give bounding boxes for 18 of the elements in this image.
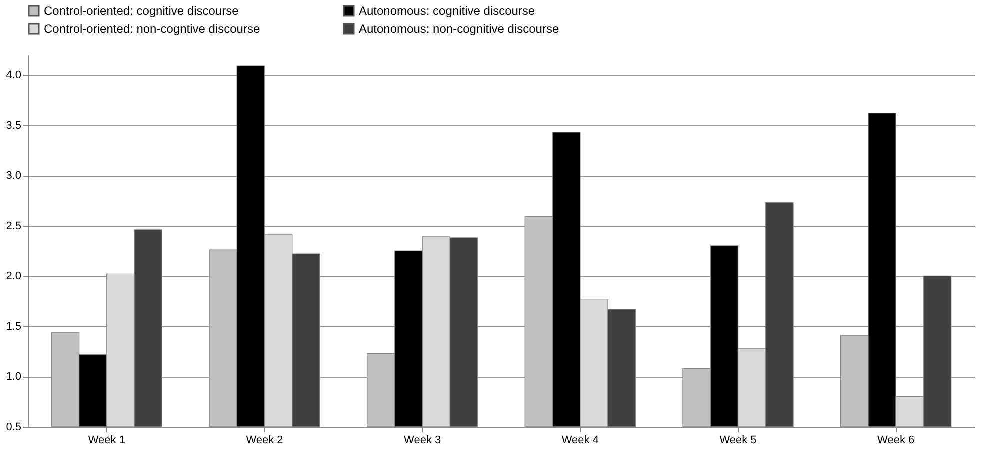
legend-label: Control-oriented: cognitive discourse [44, 4, 240, 18]
legend-label: Control-oriented: non-cogntive discourse [44, 22, 260, 36]
x-tick-label: Week 3 [404, 434, 442, 446]
y-tick-label: 1.0 [6, 371, 22, 384]
legend-label: Autonomous: cognitive discourse [359, 4, 536, 18]
x-tick-label: Week 5 [720, 434, 757, 446]
y-tick-label: 3.5 [6, 120, 22, 132]
y-tick-label: 3.0 [6, 170, 22, 182]
x-tick-label: Week 1 [88, 434, 126, 446]
x-tick-label: Week 2 [246, 434, 284, 446]
y-tick-label: 2.5 [6, 220, 22, 232]
x-tick-label: Week 4 [562, 434, 599, 446]
y-tick-label: 0.5 [6, 422, 22, 434]
y-tick-label: 4.0 [6, 70, 22, 82]
x-tick-label: Week 6 [878, 434, 915, 446]
y-tick-label: 2.0 [6, 270, 22, 283]
legend-label: Autonomous: non-cognitive discourse [359, 22, 560, 36]
y-tick-label: 1.5 [6, 320, 22, 333]
